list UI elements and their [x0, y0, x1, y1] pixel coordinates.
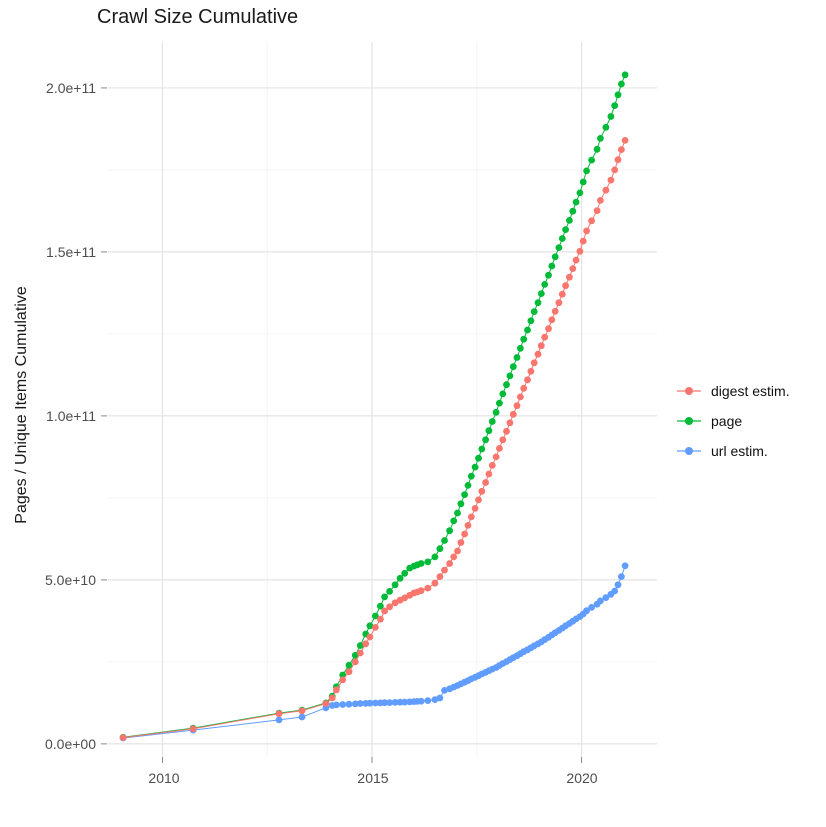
chart-title: Crawl Size Cumulative — [97, 6, 299, 28]
legend-item-url-estim: url estim. — [676, 436, 790, 466]
legend-label-digest-estim: digest estim. — [711, 383, 790, 399]
y-tick-label-0e00: 0.0e+00 — [45, 736, 96, 752]
x-tick-label-2015: 2015 — [357, 770, 389, 786]
legend-item-page: page — [676, 406, 790, 436]
y-tick-label-2e11: 2.0e+11 — [46, 80, 96, 96]
legend-key-url-icon — [677, 447, 701, 455]
y-axis-title: Pages / Unique Items Cumulative — [13, 286, 30, 524]
legend: digest estim. page url estim. — [676, 376, 790, 466]
legend-item-digest-estim: digest estim. — [676, 376, 790, 406]
y-tick-label-1e11: 1.0e+11 — [46, 408, 96, 424]
y-tick-label-5e10: 5.0e+10 — [45, 572, 96, 588]
x-tick-label-2020: 2020 — [566, 770, 598, 786]
x-tick-label-2010: 2010 — [148, 770, 180, 786]
legend-key-digest-icon — [677, 387, 701, 395]
legend-label-page: page — [711, 413, 743, 429]
legend-label-url-estim: url estim. — [711, 443, 768, 459]
y-tick-label-15e11: 1.5e+11 — [46, 244, 96, 260]
legend-key-page-icon — [677, 417, 701, 425]
